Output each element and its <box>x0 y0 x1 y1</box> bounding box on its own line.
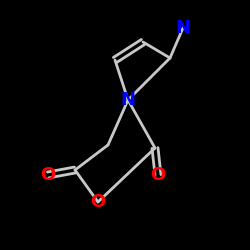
Text: N: N <box>176 19 190 37</box>
Text: O: O <box>90 193 106 211</box>
Text: O: O <box>150 166 166 184</box>
Text: O: O <box>40 166 56 184</box>
Text: N: N <box>120 91 136 109</box>
